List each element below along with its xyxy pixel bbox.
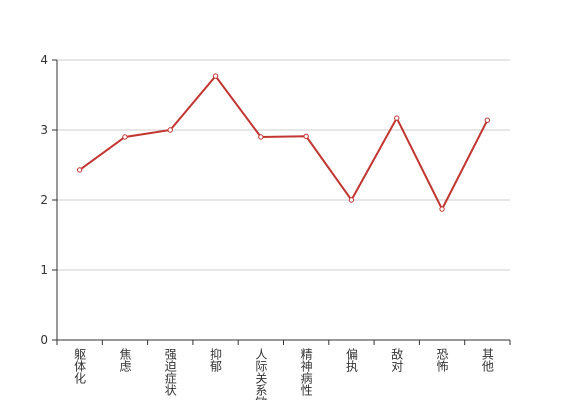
y-tick-label: 4: [40, 53, 48, 67]
point: [258, 134, 264, 140]
x-tick-label: 强迫症状: [163, 348, 177, 396]
x-tick-label: 抑郁: [209, 347, 223, 373]
x-tick-label: 其他: [480, 348, 494, 372]
point: [348, 197, 355, 203]
x-tick-label: 躯体化: [73, 347, 87, 385]
y-tick-label: 2: [40, 193, 48, 207]
point: [303, 133, 309, 140]
y-tick-label: 0: [40, 333, 48, 347]
point: [439, 206, 445, 212]
x-tick-label: 人际关系敏感: [254, 348, 268, 400]
x-tick-label: 焦虑: [118, 348, 132, 372]
x-tick-label: 恐怖: [435, 348, 449, 372]
x-tick-label: 精神病性: [299, 348, 313, 397]
point: [212, 73, 219, 79]
point: [167, 127, 173, 133]
point: [76, 167, 83, 173]
y-tick-label: 1: [40, 263, 48, 277]
y-tick-label: 3: [40, 123, 48, 137]
point: [484, 117, 491, 123]
x-tick-label: 偏执: [344, 347, 358, 373]
x-tick-label: 敌对: [390, 347, 404, 372]
point: [122, 134, 128, 140]
point: [394, 115, 400, 121]
line: [79, 74, 489, 212]
